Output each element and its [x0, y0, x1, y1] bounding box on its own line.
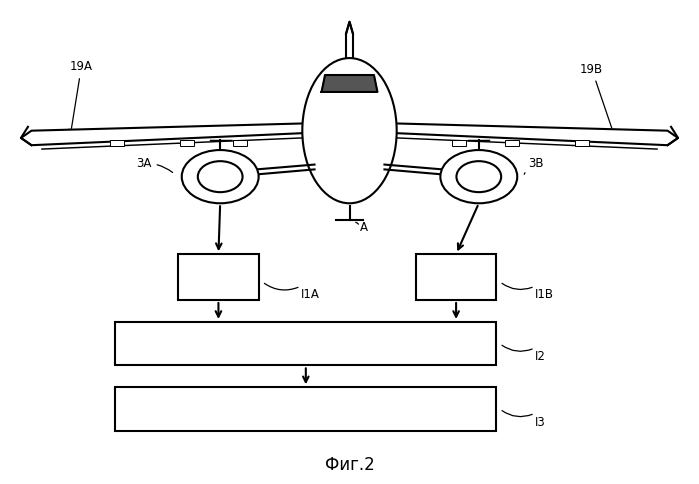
Circle shape	[440, 150, 517, 203]
Text: I1A: I1A	[301, 287, 319, 301]
Bar	[178, 254, 259, 300]
Text: A: A	[360, 221, 368, 234]
Bar	[575, 140, 589, 146]
Text: 3A: 3A	[136, 157, 173, 172]
Polygon shape	[322, 75, 377, 92]
Text: I2: I2	[535, 350, 546, 363]
Ellipse shape	[302, 58, 397, 203]
Text: I1B: I1B	[535, 287, 554, 301]
Circle shape	[198, 161, 243, 192]
Polygon shape	[384, 165, 472, 177]
Circle shape	[182, 150, 259, 203]
Bar	[233, 140, 247, 146]
Text: 3B: 3B	[524, 157, 543, 174]
Text: 19A: 19A	[69, 60, 93, 134]
Bar	[110, 140, 124, 146]
Bar	[115, 387, 496, 431]
Bar	[416, 254, 496, 300]
Text: I3: I3	[535, 415, 545, 428]
Bar	[452, 140, 466, 146]
Bar	[115, 322, 496, 365]
Text: 19B: 19B	[580, 62, 614, 134]
Polygon shape	[341, 22, 358, 92]
Text: Фиг.2: Фиг.2	[324, 455, 375, 474]
Bar	[505, 140, 519, 146]
Bar	[180, 140, 194, 146]
Polygon shape	[395, 123, 678, 145]
Circle shape	[456, 161, 501, 192]
Polygon shape	[227, 165, 315, 177]
Polygon shape	[21, 123, 304, 145]
